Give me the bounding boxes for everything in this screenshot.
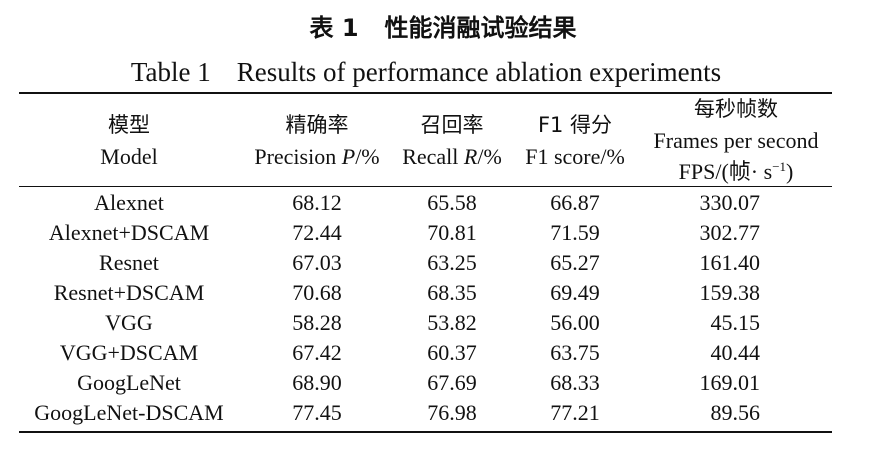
table-title-cn: 表 1 性能消融试验结果 <box>0 10 886 46</box>
header-fps-unit: FPS/(帧· s−1) <box>636 156 836 187</box>
cell-fps: 302.77 <box>699 220 761 245</box>
header-recall-en-prefix: Recall <box>402 144 464 169</box>
cell-model: Resnet <box>99 250 159 275</box>
header-fps-en: Frames per second <box>653 128 819 153</box>
cell-recall: 65.58 <box>427 190 477 215</box>
cell-fps: 45.15 <box>710 310 761 335</box>
cell-model: Alexnet <box>94 190 164 215</box>
cell-model: GoogLeNet-DSCAM <box>34 400 224 425</box>
cell-model: Resnet+DSCAM <box>53 280 205 305</box>
cell-fps: 169.01 <box>699 370 761 395</box>
cell-recall: 76.98 <box>427 400 477 425</box>
cell-fps: 89.56 <box>710 400 761 425</box>
cell-fps: 330.07 <box>699 190 761 215</box>
table-title-en: Table 1 Results of performance ablation e… <box>0 54 852 90</box>
table-number-cn: 表 1 <box>309 14 359 42</box>
header-f1: F1 得分 F1 score/% <box>514 110 636 172</box>
cell-model: Alexnet+DSCAM <box>48 220 210 245</box>
header-model: 模型 Model <box>0 110 258 172</box>
header-f1-en: F1 score/% <box>525 144 625 169</box>
cell-recall: 53.82 <box>427 310 477 335</box>
header-fps: 每秒帧数 Frames per second FPS/(帧· s−1) <box>636 94 836 187</box>
header-fps-unit-sup: −1 <box>772 159 787 174</box>
cell-precision: 72.44 <box>292 220 342 245</box>
table-row: Resnet 67.03 63.25 65.27 161.40 <box>0 248 886 278</box>
table-row: GoogLeNet 68.90 67.69 68.33 169.01 <box>0 368 886 398</box>
cell-recall: 67.69 <box>427 370 477 395</box>
header-recall-var: R <box>463 144 478 169</box>
header-recall-cn: 召回率 <box>420 113 484 137</box>
cell-precision: 67.03 <box>292 250 342 275</box>
table-row: Alexnet+DSCAM 72.44 70.81 71.59 302.77 <box>0 218 886 248</box>
cell-precision: 70.68 <box>292 280 342 305</box>
table-row: VGG+DSCAM 67.42 60.37 63.75 40.44 <box>0 338 886 368</box>
header-fps-unit-suffix: ) <box>786 159 794 184</box>
cell-f1: 63.75 <box>550 340 600 365</box>
cell-f1: 69.49 <box>550 280 600 305</box>
cell-precision: 77.45 <box>292 400 342 425</box>
table-caption-cn: 性能消融试验结果 <box>384 14 577 42</box>
header-precision-var: P <box>341 144 356 169</box>
header-recall: 召回率 Recall R/% <box>390 110 514 172</box>
table-row: GoogLeNet-DSCAM 77.45 76.98 77.21 89.56 <box>0 398 886 428</box>
top-rule <box>19 92 832 94</box>
cell-model: VGG+DSCAM <box>59 340 199 365</box>
cell-fps: 40.44 <box>710 340 761 365</box>
cell-f1: 68.33 <box>550 370 600 395</box>
cell-precision: 58.28 <box>292 310 342 335</box>
cell-recall: 70.81 <box>427 220 477 245</box>
table-number-en: Table 1 <box>130 57 211 87</box>
cell-precision: 68.12 <box>292 190 342 215</box>
cell-recall: 63.25 <box>427 250 477 275</box>
header-recall-en-suffix: /% <box>477 144 502 169</box>
header-precision-en-prefix: Precision <box>254 144 342 169</box>
table-row: Resnet+DSCAM 70.68 68.35 69.49 159.38 <box>0 278 886 308</box>
cell-f1: 65.27 <box>550 250 600 275</box>
header-precision: 精确率 Precision P/% <box>240 110 394 172</box>
cell-precision: 68.90 <box>292 370 342 395</box>
table-row: Alexnet 68.12 65.58 66.87 330.07 <box>0 188 886 218</box>
table-row: VGG 58.28 53.82 56.00 45.15 <box>0 308 886 338</box>
cell-recall: 68.35 <box>427 280 477 305</box>
header-f1-cn: F1 得分 <box>537 113 613 137</box>
cell-f1: 66.87 <box>550 190 600 215</box>
header-precision-cn: 精确率 <box>285 113 349 137</box>
cell-precision: 67.42 <box>292 340 342 365</box>
cell-model: GoogLeNet <box>77 370 181 395</box>
cell-f1: 56.00 <box>550 310 600 335</box>
header-precision-en-suffix: /% <box>355 144 380 169</box>
header-precision-en: Precision P/% <box>240 141 394 172</box>
header-model-en: Model <box>100 144 158 169</box>
bottom-rule <box>19 431 832 433</box>
cell-model: VGG <box>105 310 153 335</box>
cell-f1: 77.21 <box>550 400 600 425</box>
cell-fps: 159.38 <box>699 280 761 305</box>
header-fps-unit-prefix: FPS/(帧· s <box>678 159 773 184</box>
cell-recall: 60.37 <box>427 340 477 365</box>
header-recall-en: Recall R/% <box>390 141 514 172</box>
header-model-cn: 模型 <box>108 113 150 137</box>
table-caption-en: Results of performance ablation experime… <box>236 57 722 87</box>
header-rule <box>19 186 832 187</box>
header-fps-cn: 每秒帧数 <box>694 97 778 121</box>
cell-f1: 71.59 <box>550 220 600 245</box>
cell-fps: 161.40 <box>699 250 761 275</box>
